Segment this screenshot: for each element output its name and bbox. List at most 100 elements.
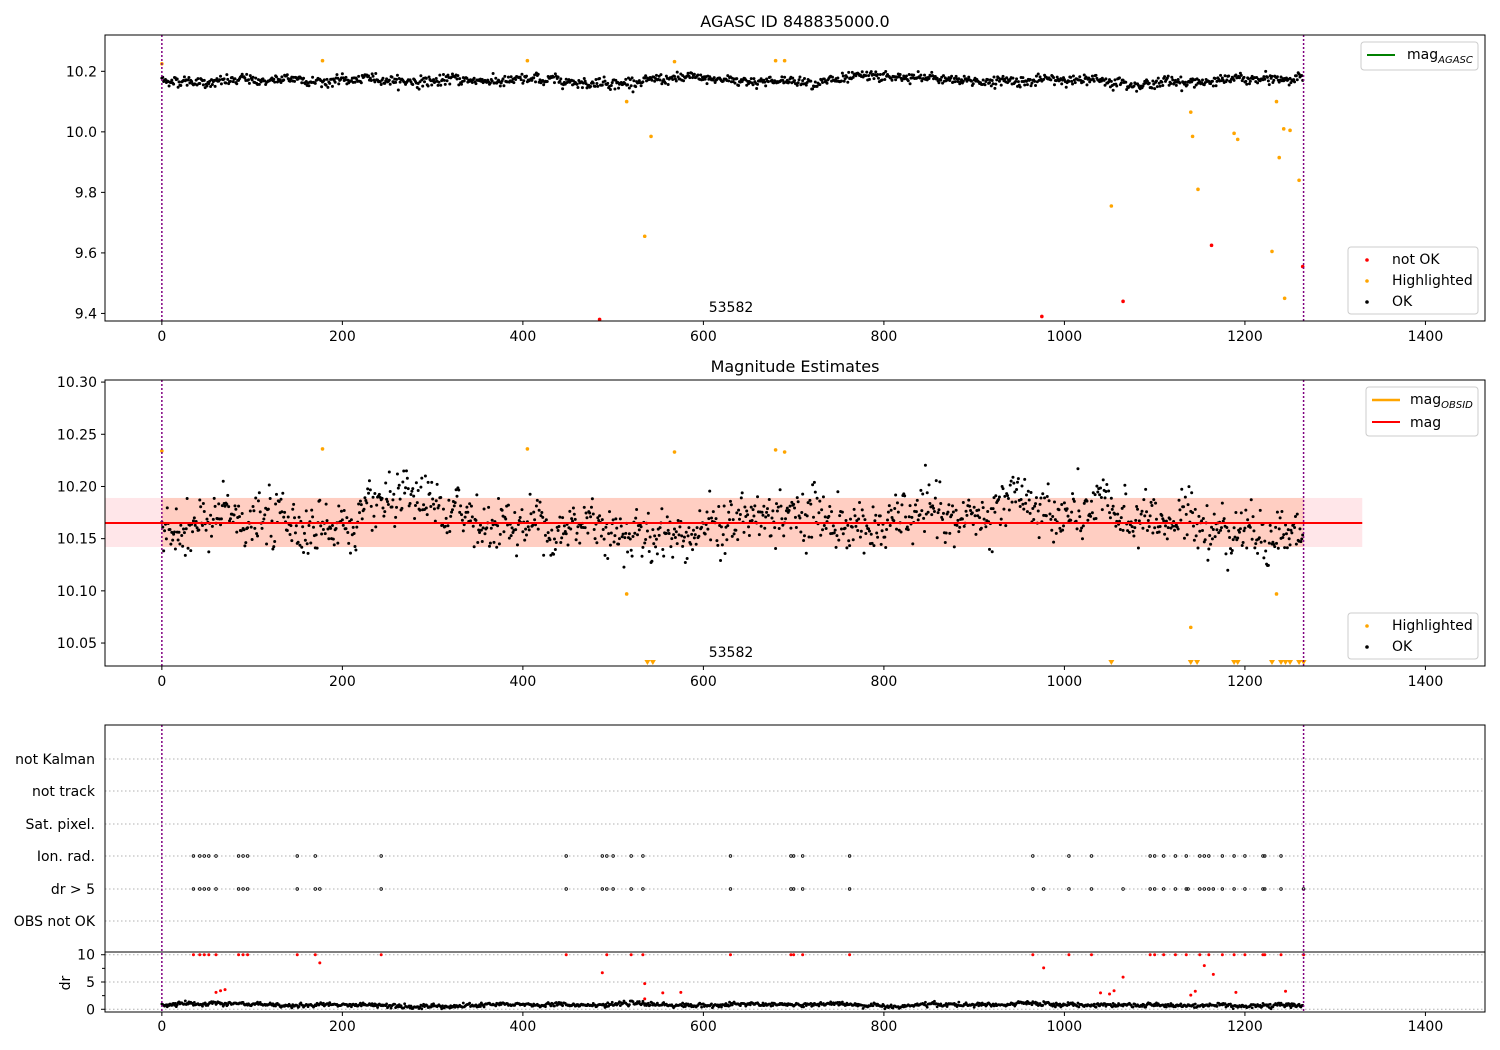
estimates-ok-point (173, 547, 177, 551)
estimates-ok-point (248, 509, 252, 513)
agasc-highlighted-point (642, 234, 647, 239)
estimates-ok-point (1178, 508, 1182, 512)
agasc-ok-point (506, 75, 510, 79)
estimates-ok-point (574, 538, 578, 542)
estimates-ok-point (608, 543, 612, 547)
agasc-ok-point (916, 70, 920, 74)
estimates-ok-point (948, 531, 952, 535)
estimates-ok-point (309, 541, 313, 545)
estimates-ok-point (751, 508, 755, 512)
estimates-ok-point (944, 531, 948, 535)
estimates-ok-point (822, 524, 826, 528)
estimates-ok-point (1014, 500, 1018, 504)
estimates-ok-point (1011, 475, 1015, 479)
dr-gt5-flag-point (198, 887, 202, 891)
agasc-ok-point (1166, 74, 1170, 78)
estimates-ok-point (392, 492, 396, 496)
agasc-highlighted-point (1109, 204, 1114, 208)
ion-rad-flag-point (245, 854, 250, 858)
dr-gt5-flag-point (1207, 887, 1211, 891)
agasc-ok-point (378, 80, 382, 84)
estimates-ok-point (327, 537, 331, 541)
agasc-highlighted-point (1277, 155, 1282, 160)
estimates-ok-point (290, 539, 294, 543)
estimates-ok-point (1256, 551, 1260, 555)
agasc-ok-point (564, 77, 568, 81)
estimates-ok-point (1245, 546, 1249, 550)
estimates-ok-point (406, 487, 410, 491)
estimates-ok-point (678, 525, 682, 529)
agasc-ok-point (674, 79, 678, 83)
estimates-ok-point (455, 494, 459, 498)
dr-flagged-point (1162, 953, 1166, 957)
estimates-ok-point (269, 534, 273, 538)
agasc-ok-point (545, 80, 549, 84)
estimates-ok-point (453, 501, 457, 505)
estimates-ok-point (538, 500, 542, 504)
dr-gt5-flag-point (318, 887, 322, 891)
agasc-not-ok-point (1040, 314, 1044, 319)
estimates-ok-point (212, 496, 216, 500)
estimates-ok-point (1217, 531, 1221, 535)
mag-agasc-legend-main: mag (1407, 47, 1438, 63)
dr-ok-point (1250, 1006, 1254, 1010)
estimates-ok-point (606, 557, 610, 561)
agasc-ok-point (172, 82, 176, 86)
estimates-ok-point (1049, 517, 1053, 521)
dr-ok-point (201, 1004, 204, 1008)
estimates-ok-point (796, 500, 800, 504)
agasc-ok-point (666, 83, 670, 87)
agasc-ok-point (1287, 83, 1291, 87)
estimates-ok-point (267, 483, 271, 487)
estimates-ok-point (584, 511, 588, 515)
estimates-ok-point (1300, 537, 1304, 541)
estimates-annotation: 53582 (709, 645, 754, 661)
agasc-ok-point (1028, 78, 1032, 82)
estimates-ok-point (962, 524, 966, 528)
agasc-ok-point (272, 77, 276, 81)
magnitude-estimates-title: Magnitude Estimates (711, 357, 880, 376)
agasc-ok-point (1042, 77, 1046, 81)
flag-row-label: dr > 5 (51, 882, 95, 898)
estimates-ok-point (385, 497, 389, 501)
agasc-ok-point (894, 78, 898, 82)
estimates-ok-point (919, 488, 923, 492)
estimates-ok-point (257, 491, 261, 495)
dr-gt5-flag-point (800, 887, 805, 891)
dr-gt5-flag-point (1148, 887, 1152, 891)
agasc-ok-point (825, 81, 829, 85)
dr-ok-point (256, 1000, 259, 1004)
estimates-ok-point (1171, 524, 1175, 528)
agasc-ok-point (213, 84, 217, 88)
estimates-ok-point (621, 532, 625, 536)
agasc-ok-point (369, 78, 373, 82)
agasc-ok-point (520, 72, 524, 76)
agasc-highlighted-point (1235, 137, 1240, 142)
dr-gt5-flag-point (1263, 887, 1267, 891)
agasc-not-ok-point (1121, 299, 1125, 304)
estimates-ok-point (703, 532, 707, 536)
estimates-ok-point (747, 534, 751, 538)
estimates-ok-point (513, 511, 517, 515)
agasc-ok-point (448, 82, 452, 86)
estimates-ok-point (324, 502, 328, 506)
estimates-ok-point (430, 480, 434, 484)
agasc-ok-point (595, 82, 599, 86)
agasc-ok-point (641, 80, 645, 84)
estimates-ok-point (1029, 491, 1033, 495)
estimates-ok-point (1187, 485, 1191, 489)
estimates-ok-point (680, 534, 684, 538)
estimates-ok-point (228, 517, 232, 521)
estimates-ok-point (1169, 526, 1173, 530)
estimates-xtick-label: 200 (329, 674, 356, 690)
agasc-ok-point (654, 73, 658, 77)
estimates-ok-point (1047, 499, 1051, 503)
estimates-ok-point (871, 505, 875, 509)
estimates-ok-point (387, 470, 391, 474)
estimates-ok-point (779, 504, 783, 508)
agasc-ok-point (219, 74, 223, 78)
estimates-ok-point (815, 496, 819, 500)
agasc-ok-point (1029, 84, 1033, 88)
estimates-ok-point (993, 510, 997, 514)
agasc-ok-point (333, 80, 337, 84)
